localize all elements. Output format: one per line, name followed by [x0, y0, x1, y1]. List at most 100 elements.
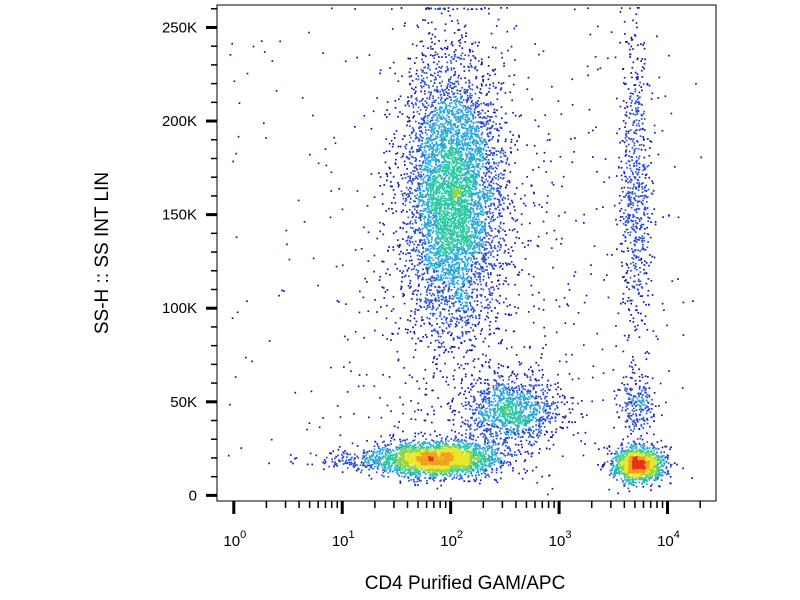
- data-point: [651, 408, 653, 410]
- data-point: [543, 151, 546, 154]
- data-point: [334, 462, 337, 465]
- data-point: [408, 287, 411, 289]
- data-point: [488, 167, 491, 170]
- data-point: [426, 336, 428, 338]
- data-point: [661, 129, 664, 132]
- data-point: [627, 296, 630, 299]
- data-point: [413, 290, 416, 292]
- data-point: [641, 183, 643, 185]
- data-point: [624, 126, 626, 128]
- data-point: [400, 285, 403, 288]
- data-point: [471, 306, 474, 308]
- data-point: [424, 419, 427, 422]
- data-point: [469, 301, 471, 304]
- data-point: [644, 387, 647, 389]
- data-point: [634, 325, 636, 328]
- data-point: [232, 160, 234, 163]
- data-point: [459, 288, 462, 291]
- data-point: [381, 203, 384, 205]
- data-point: [486, 186, 489, 189]
- data-point: [633, 144, 636, 147]
- data-point: [364, 455, 366, 457]
- data-point: [434, 363, 437, 366]
- data-point: [419, 216, 422, 219]
- data-point: [446, 86, 448, 89]
- data-point: [505, 439, 507, 442]
- data-point: [421, 260, 424, 262]
- data-point: [457, 393, 460, 396]
- data-point: [439, 123, 442, 126]
- data-point: [416, 209, 418, 212]
- data-point: [571, 402, 574, 405]
- data-point: [432, 125, 434, 128]
- data-point: [486, 72, 489, 75]
- data-point: [633, 240, 636, 242]
- data-point: [416, 204, 418, 207]
- data-point: [642, 485, 645, 488]
- data-point: [427, 239, 430, 241]
- data-point: [460, 402, 463, 405]
- data-point: [347, 461, 349, 464]
- data-point: [433, 72, 436, 75]
- data-point: [627, 221, 630, 223]
- data-point: [427, 286, 430, 288]
- data-point: [641, 104, 643, 106]
- data-point: [532, 388, 535, 391]
- data-point: [621, 242, 623, 245]
- data-point: [484, 206, 487, 209]
- data-point: [606, 253, 609, 256]
- data-point: [422, 80, 425, 82]
- data-point: [626, 407, 629, 410]
- data-point: [479, 278, 481, 281]
- data-point: [663, 451, 666, 453]
- data-point: [489, 154, 492, 156]
- data-point: [505, 162, 508, 165]
- data-point: [394, 321, 397, 324]
- data-point: [642, 112, 645, 115]
- data-point: [383, 223, 385, 226]
- data-point: [515, 443, 517, 446]
- data-point: [629, 181, 632, 184]
- data-point: [628, 490, 631, 493]
- data-point: [443, 280, 445, 283]
- data-point: [646, 351, 648, 353]
- data-point: [456, 100, 459, 103]
- data-point: [478, 404, 480, 406]
- data-point: [638, 442, 641, 445]
- data-point: [631, 399, 634, 402]
- data-point: [435, 277, 438, 279]
- data-point: [411, 131, 413, 134]
- data-point: [638, 182, 641, 184]
- data-point: [632, 317, 635, 320]
- data-point: [624, 221, 627, 223]
- data-point: [638, 163, 641, 165]
- data-point: [425, 308, 427, 311]
- data-point: [415, 103, 417, 106]
- data-point: [479, 410, 482, 412]
- data-point: [402, 412, 404, 415]
- data-point: [649, 425, 651, 428]
- data-point: [506, 461, 509, 463]
- data-point: [434, 107, 437, 110]
- data-point: [643, 67, 645, 70]
- data-point: [622, 120, 625, 122]
- data-point: [453, 67, 455, 70]
- data-point: [465, 99, 468, 101]
- data-point: [498, 266, 501, 269]
- data-point: [625, 139, 628, 142]
- data-point: [542, 411, 545, 413]
- data-point: [565, 353, 567, 356]
- data-point: [627, 181, 629, 184]
- data-point: [335, 464, 338, 466]
- data-point: [535, 361, 538, 364]
- data-point: [522, 430, 525, 433]
- data-point: [389, 185, 392, 188]
- data-point: [480, 391, 483, 393]
- data-point: [610, 31, 613, 33]
- data-point: [459, 38, 462, 41]
- data-point: [538, 369, 541, 372]
- data-point: [503, 431, 506, 434]
- data-point: [458, 100, 461, 102]
- data-point: [392, 175, 395, 178]
- data-point: [623, 212, 625, 214]
